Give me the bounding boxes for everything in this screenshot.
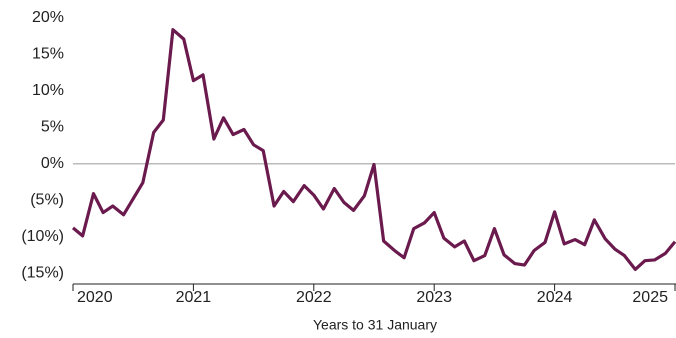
- x-tick-label: 2020: [77, 289, 113, 306]
- y-tick-label: 0%: [41, 155, 64, 172]
- y-tick-label: 5%: [41, 119, 64, 136]
- y-tick-label: 20%: [32, 9, 64, 26]
- x-tick-label: 2024: [537, 289, 573, 306]
- x-tick-label: 2021: [176, 289, 212, 306]
- x-tick-label: 2023: [416, 289, 452, 306]
- x-tick-label: 2025: [632, 289, 668, 306]
- x-tick-label: 2022: [296, 289, 332, 306]
- x-axis-title: Years to 31 January: [313, 317, 437, 333]
- y-tick-label: (15%): [21, 264, 64, 281]
- y-tick-label: (5%): [30, 191, 64, 208]
- y-tick-label: 10%: [32, 82, 64, 99]
- y-tick-label: (10%): [21, 228, 64, 245]
- series-line: [71, 28, 676, 272]
- y-tick-label: 15%: [32, 46, 64, 63]
